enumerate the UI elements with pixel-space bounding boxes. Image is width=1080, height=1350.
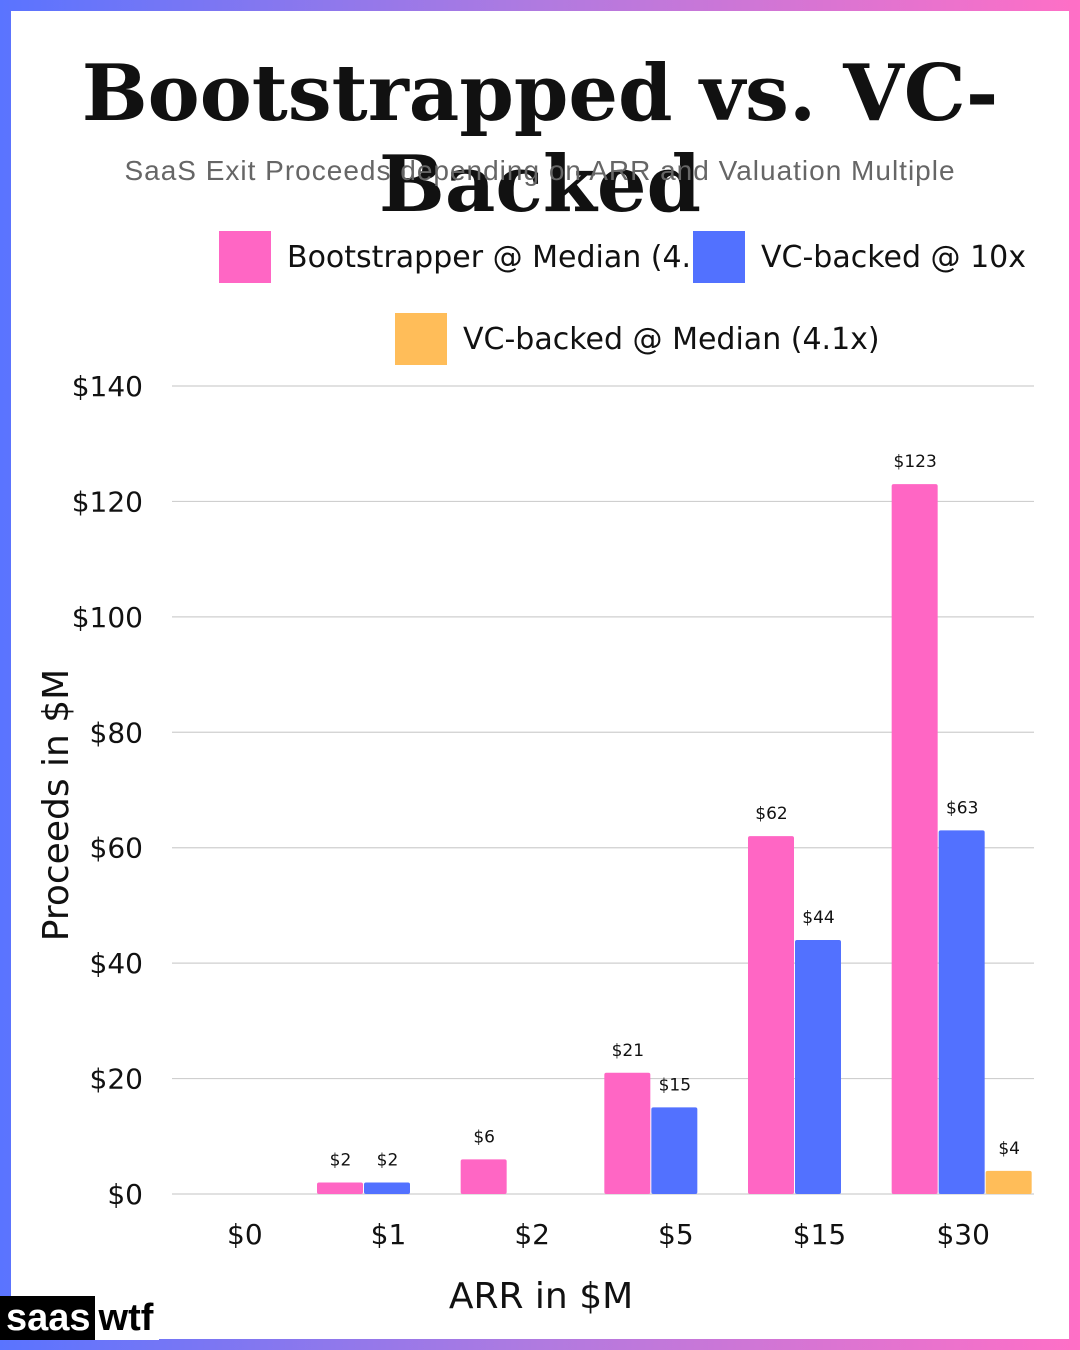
x-axis-ticks: $0 $1 $2 $5 $15 $30 <box>227 1218 990 1251</box>
x-axis-title: ARR in $M <box>449 1276 633 1317</box>
saaswtf-logo: saas wtf <box>0 1296 160 1340</box>
gridlines <box>172 385 1034 1195</box>
legend-label-bootstrapper: Bootstrapper @ Median (4.1x) <box>287 239 740 275</box>
bar <box>748 836 794 1194</box>
legend-label-vc-10x: VC-backed @ 10x <box>761 239 1027 275</box>
data-label: $2 <box>377 1150 399 1170</box>
chart-title: Bootstrapped vs. VC-Backed <box>81 48 999 230</box>
bar <box>795 940 841 1194</box>
y-tick-label: $120 <box>72 485 143 518</box>
x-tick-label: $5 <box>658 1218 694 1251</box>
bar <box>317 1182 363 1194</box>
bar <box>651 1107 698 1194</box>
y-tick-label: $20 <box>90 1063 143 1096</box>
y-axis-ticks: $0 $20 $40 $60 $80 $100 $120 $140 <box>72 370 143 1211</box>
data-label: $63 <box>946 798 978 818</box>
data-label: $44 <box>802 908 834 928</box>
y-axis-title: Proceeds in $M <box>36 669 77 941</box>
data-label: $4 <box>998 1139 1020 1159</box>
bar <box>604 1072 651 1194</box>
legend-item-bootstrapper: Bootstrapper @ Median (4.1x) <box>219 231 740 283</box>
y-tick-label: $140 <box>72 370 143 403</box>
y-tick-label: $60 <box>90 832 143 865</box>
y-tick-label: $0 <box>107 1178 143 1211</box>
logo-part-wtf: wtf <box>94 1296 160 1340</box>
bar <box>891 484 938 1195</box>
data-label: $15 <box>659 1075 691 1095</box>
x-tick-label: $15 <box>793 1218 846 1251</box>
legend-swatch-orange <box>395 313 447 365</box>
legend-label-vc-median: VC-backed @ Median (4.1x) <box>463 321 880 357</box>
data-label: $123 <box>894 452 937 472</box>
legend-swatch-blue <box>693 231 745 283</box>
bar <box>460 1159 507 1194</box>
x-tick-label: $0 <box>227 1218 263 1251</box>
bar <box>985 1170 1032 1194</box>
data-labels: $2 $2 $6 $21 $15 $62 $44 $123 $63 $4 <box>330 452 1020 1170</box>
bars <box>317 484 1032 1195</box>
data-label: $62 <box>755 804 787 824</box>
legend-swatch-pink <box>219 231 271 283</box>
data-label: $6 <box>473 1127 495 1147</box>
bar <box>364 1182 410 1194</box>
y-tick-label: $40 <box>90 947 143 980</box>
y-tick-label: $80 <box>90 716 143 749</box>
bar <box>938 830 985 1194</box>
chart-subtitle: SaaS Exit Proceeds depending on ARR and … <box>124 155 956 186</box>
y-tick-label: $100 <box>72 601 143 634</box>
legend-item-vc-median: VC-backed @ Median (4.1x) <box>395 313 880 365</box>
data-label: $2 <box>330 1150 352 1170</box>
logo-part-saas: saas <box>0 1296 95 1340</box>
x-tick-label: $30 <box>936 1218 989 1251</box>
x-tick-label: $1 <box>371 1218 407 1251</box>
data-label: $21 <box>612 1041 644 1061</box>
legend-item-vc-10x: VC-backed @ 10x <box>693 231 1026 283</box>
x-tick-label: $2 <box>514 1218 550 1251</box>
